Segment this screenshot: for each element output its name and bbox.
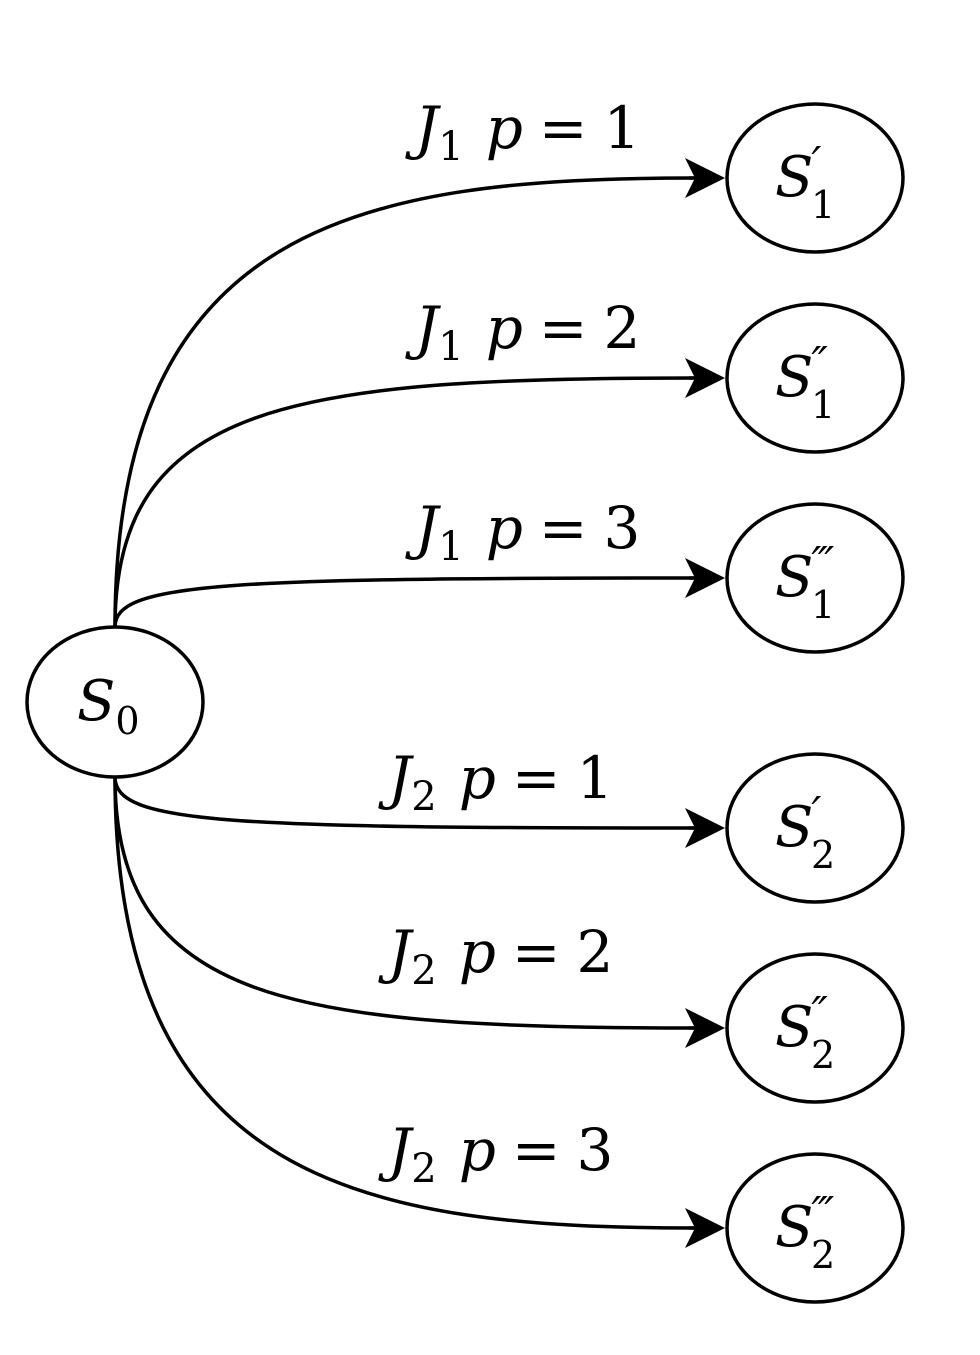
node-label-sub: 0 [115, 699, 139, 743]
node-label: S″ 1 [775, 338, 835, 427]
edge-label-value: 2 [576, 918, 613, 986]
edge-label-value: 2 [603, 294, 640, 362]
edge-label-var: p [486, 94, 523, 162]
node-label-symbol: S [775, 545, 813, 610]
edge-labels-layer: J1 p = 1J1 p = 2J1 p = 3J2 p = 1J2 p = 2J2 p = 3 [378, 94, 640, 1192]
node-ellipse [725, 1152, 905, 1304]
edge-label-op: = [512, 918, 561, 986]
node-label-prime: ″ [811, 338, 828, 389]
node-s1p: S′ 1 [725, 102, 905, 254]
edge-label-value: 3 [576, 1116, 613, 1184]
edge-curve-s2p [113, 776, 696, 830]
node-label-sub: 1 [811, 183, 835, 227]
edge-label-op: = [512, 744, 561, 812]
edge-label-op: = [539, 494, 588, 562]
node-s2p: S′ 2 [725, 752, 905, 904]
node-label: S0 [77, 669, 140, 743]
edge-label-job-sub: 1 [438, 324, 463, 370]
edge-label-job-sub: 2 [411, 1146, 436, 1192]
edge-curve-s2ppp [113, 776, 696, 1230]
node-label-prime: ′ [811, 138, 821, 189]
node-s2ppp: S‴ 2 [725, 1152, 905, 1304]
node-label-prime: ‴ [811, 1188, 834, 1239]
node-s1pp: S″ 1 [725, 302, 905, 454]
edge-label-value: 1 [603, 94, 640, 162]
edge-label-job-sub: 2 [411, 774, 436, 820]
edge-label-var: p [459, 744, 496, 812]
edge-label-op: = [539, 94, 588, 162]
edge-label-value: 1 [576, 744, 613, 812]
edge-curve-s1p [113, 176, 696, 628]
node-label-prime: ‴ [811, 538, 834, 589]
edge-curve-s1ppp [113, 576, 696, 628]
edge-label-var: p [459, 1116, 496, 1184]
edge-label-job: J [405, 94, 441, 162]
node-label-symbol: S [775, 145, 813, 210]
node-label-prime: ″ [811, 988, 828, 1039]
edge-label-job-sub: 1 [438, 524, 463, 570]
node-label-symbol: S [775, 1195, 813, 1260]
edges-layer [113, 158, 725, 1248]
node-label-sub: 2 [811, 833, 835, 877]
node-label-symbol: S [775, 795, 813, 860]
edge-label-s2pp: J2 p = 2 [378, 918, 613, 994]
edge-label-job: J [378, 1116, 414, 1184]
node-label-symbol: S [775, 345, 813, 410]
node-label-prime: ′ [811, 788, 821, 839]
edge-label-s1ppp: J1 p = 3 [405, 494, 640, 570]
edge-label-var: p [486, 494, 523, 562]
edge-label-s1p: J1 p = 1 [405, 94, 640, 170]
node-label-sub: 2 [811, 1233, 835, 1277]
node-ellipse [725, 752, 905, 904]
node-label: S″ 2 [775, 988, 835, 1077]
edge-label-s2p: J2 p = 1 [378, 744, 613, 820]
edge-label-job: J [378, 744, 414, 812]
edge-label-op: = [512, 1116, 561, 1184]
nodes-layer: S0S′ 1S″ 1S‴ 1S′ 2S″ 2S‴ 2 [25, 102, 905, 1304]
edge-label-job: J [378, 918, 414, 986]
node-label-sub: 1 [811, 383, 835, 427]
node-label: S‴ 1 [775, 538, 835, 627]
edge-label-s2ppp: J2 p = 3 [378, 1116, 613, 1192]
node-s2pp: S″ 2 [725, 952, 905, 1104]
edge-label-job-sub: 1 [438, 124, 463, 170]
edge-label-value: 3 [603, 494, 640, 562]
node-label: S′ 2 [775, 788, 835, 877]
edge-label-job: J [405, 494, 441, 562]
node-ellipse [725, 502, 905, 654]
edge-curve-s1pp [113, 376, 696, 628]
edge-curve-s2pp [113, 776, 696, 1030]
node-label-sub: 2 [811, 1033, 835, 1077]
edge-label-var: p [459, 918, 496, 986]
edge-label-job: J [405, 294, 441, 362]
edge-label-op: = [539, 294, 588, 362]
edge-label-s1pp: J1 p = 2 [405, 294, 640, 370]
node-s1ppp: S‴ 1 [725, 502, 905, 654]
node-label-sub: 1 [811, 583, 835, 627]
node-label: S′ 1 [775, 138, 835, 227]
node-ellipse [725, 302, 905, 454]
node-ellipse [725, 102, 905, 254]
edge-label-var: p [486, 294, 523, 362]
node-label-symbol: S [77, 669, 115, 734]
node-label-symbol: S [775, 995, 813, 1060]
node-ellipse [725, 952, 905, 1104]
node-ellipse [25, 625, 205, 779]
edge-label-job-sub: 2 [411, 948, 436, 994]
node-label: S‴ 2 [775, 1188, 835, 1277]
node-s0: S0 [25, 625, 205, 779]
